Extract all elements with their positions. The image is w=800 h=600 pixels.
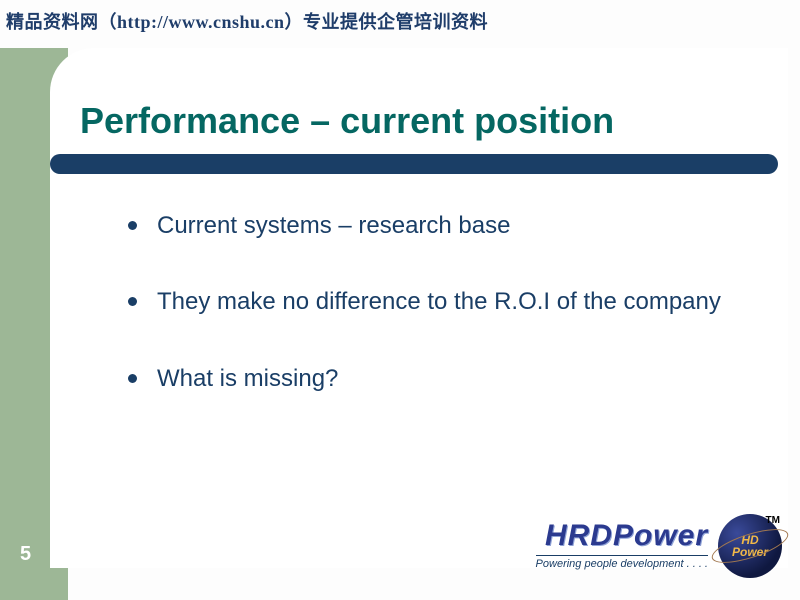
bullet-text: Current systems – research base <box>157 210 510 242</box>
bullet-dot-icon <box>128 221 137 230</box>
watermark-text: 精品资料网（http://www.cnshu.cn）专业提供企管培训资料 <box>6 8 488 34</box>
bullet-text: They make no difference to the R.O.I of … <box>157 286 721 318</box>
title-underline <box>50 154 778 174</box>
bullet-item: What is missing? <box>128 363 748 395</box>
bullet-text: What is missing? <box>157 363 338 395</box>
logo-area: HRDPower Powering people development . .… <box>472 506 782 586</box>
logo-main-text: HRDPower <box>536 521 708 551</box>
slide-number: 5 <box>20 543 31 566</box>
bullet-item: Current systems – research base <box>128 210 748 242</box>
bullet-list: Current systems – research base They mak… <box>128 210 748 439</box>
logo-text-block: HRDPower Powering people development . .… <box>536 521 708 572</box>
bullet-item: They make no difference to the R.O.I of … <box>128 286 748 318</box>
bullet-dot-icon <box>128 374 137 383</box>
trademark-text: TM <box>766 515 780 526</box>
slide-title: Performance – current position <box>80 100 614 142</box>
logo-ring-icon <box>708 522 792 570</box>
bullet-dot-icon <box>128 297 137 306</box>
logo-tagline: Powering people development . . . . <box>536 555 708 570</box>
